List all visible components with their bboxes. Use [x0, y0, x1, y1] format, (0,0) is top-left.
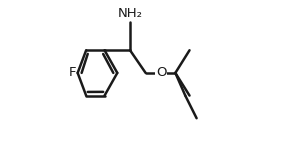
Text: NH₂: NH₂: [118, 7, 143, 20]
Text: O: O: [156, 66, 166, 79]
Text: F: F: [69, 66, 76, 79]
